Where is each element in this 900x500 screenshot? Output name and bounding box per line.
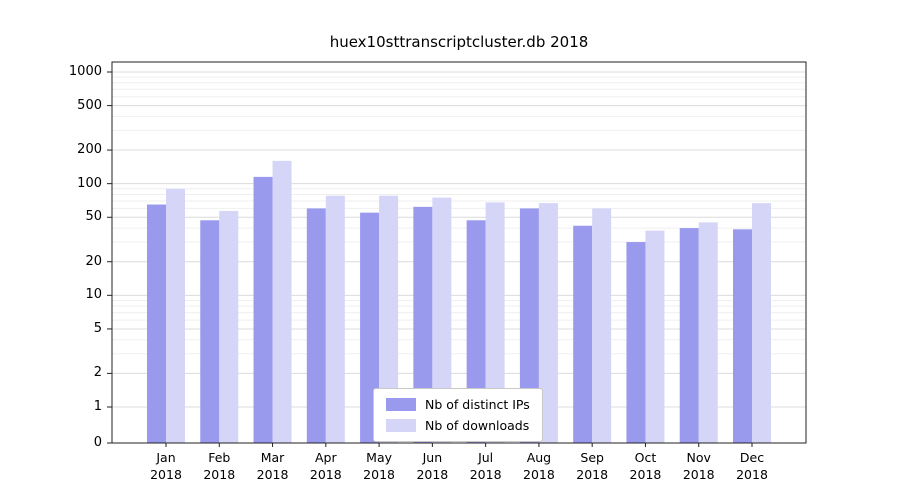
x-tick-year: 2018 — [309, 467, 342, 482]
bar-nb-of-downloads-sep — [592, 208, 612, 443]
y-tick-label: 2 — [93, 365, 102, 381]
bar-nb-of-distinct-ips-aug — [519, 208, 539, 443]
bar-nb-of-downloads-may — [379, 195, 399, 443]
x-tick-month: Aug — [526, 450, 552, 465]
x-tick-year: 2018 — [682, 467, 715, 482]
x-tick-year: 2018 — [523, 467, 555, 482]
x-tick-label: Sep 2018 — [560, 449, 624, 483]
x-tick-year: 2018 — [576, 467, 609, 482]
x-tick-year: 2018 — [469, 467, 502, 482]
bar-nb-of-distinct-ips-mar — [253, 176, 273, 443]
bar-nb-of-downloads-aug — [538, 203, 558, 443]
bar-nb-of-downloads-jul — [485, 202, 505, 443]
x-tick-year: 2018 — [150, 467, 182, 482]
x-tick-label: Jun 2018 — [400, 449, 464, 483]
x-tick-month: Sep — [580, 450, 604, 465]
chart-title: huex10sttranscriptcluster.db 2018 — [329, 33, 589, 51]
x-tick-year: 2018 — [363, 467, 395, 482]
x-tick-month: Jan — [156, 450, 176, 465]
legend-swatch-distinct-ips — [386, 398, 416, 411]
y-tick-label: 200 — [77, 142, 102, 158]
x-tick-label: Nov 2018 — [667, 449, 731, 483]
x-tick-month: Jun — [422, 450, 443, 465]
x-tick-month: Jul — [478, 450, 494, 465]
bar-nb-of-downloads-jun — [432, 197, 452, 443]
bar-nb-of-distinct-ips-apr — [306, 208, 326, 443]
y-tick-label: 20 — [85, 253, 102, 269]
x-tick-month: Oct — [634, 450, 657, 465]
bar-nb-of-distinct-ips-feb — [200, 220, 220, 443]
x-tick-month: Feb — [208, 450, 231, 465]
legend-item-downloads: Nb of downloads — [386, 418, 530, 433]
bar-nb-of-distinct-ips-jan — [147, 204, 166, 443]
x-tick-month: Apr — [315, 450, 337, 465]
y-tick-label: 0 — [93, 435, 102, 450]
bar-nb-of-distinct-ips-nov — [679, 228, 699, 443]
bar-nb-of-distinct-ips-jun — [413, 206, 433, 443]
x-tick-label: Oct 2018 — [613, 449, 677, 483]
x-tick-month: Dec — [739, 450, 765, 465]
bar-nb-of-downloads-nov — [698, 222, 718, 443]
x-tick-label: Jul 2018 — [454, 449, 518, 483]
plot-border — [111, 61, 807, 444]
bar-nb-of-downloads-mar — [272, 160, 292, 444]
bar-nb-of-downloads-jan — [166, 188, 185, 443]
y-tick-label: 50 — [85, 209, 102, 225]
x-tick-label: Dec 2018 — [720, 449, 784, 483]
bar-nb-of-downloads-apr — [325, 195, 345, 443]
x-tick-year: 2018 — [416, 467, 449, 482]
legend-label-downloads: Nb of downloads — [425, 418, 530, 433]
x-tick-month: May — [366, 450, 392, 465]
x-tick-label: May 2018 — [347, 449, 411, 483]
legend-item-distinct-ips: Nb of distinct IPs — [386, 397, 530, 412]
x-tick-month: Nov — [686, 450, 711, 465]
x-tick-year: 2018 — [736, 467, 768, 482]
x-tick-month: Mar — [260, 450, 285, 465]
bar-nb-of-distinct-ips-dec — [733, 229, 752, 443]
x-tick-year: 2018 — [629, 467, 662, 482]
bar-nb-of-distinct-ips-jul — [466, 220, 486, 443]
x-tick-label: Feb 2018 — [187, 449, 251, 483]
bar-nb-of-distinct-ips-sep — [573, 225, 593, 443]
bar-nb-of-downloads-oct — [645, 230, 665, 443]
x-tick-label: Apr 2018 — [294, 449, 358, 483]
bar-nb-of-distinct-ips-may — [360, 212, 380, 443]
bar-nb-of-downloads-dec — [752, 203, 771, 443]
legend-label-distinct-ips: Nb of distinct IPs — [425, 397, 530, 412]
y-tick-label: 500 — [77, 97, 102, 113]
x-tick-label: Mar 2018 — [241, 449, 305, 483]
legend: Nb of distinct IPs Nb of downloads — [373, 388, 543, 442]
y-tick-label: 1000 — [68, 63, 102, 79]
x-tick-label: Aug 2018 — [507, 449, 571, 483]
y-tick-label: 5 — [93, 320, 102, 336]
legend-swatch-downloads — [386, 419, 416, 432]
bar-nb-of-downloads-feb — [219, 210, 239, 443]
y-tick-label: 100 — [77, 175, 102, 191]
x-tick-year: 2018 — [203, 467, 236, 482]
y-tick-label: 10 — [85, 287, 102, 303]
bar-nb-of-distinct-ips-oct — [626, 242, 646, 443]
x-tick-label: Jan 2018 — [134, 449, 198, 483]
y-tick-label: 1 — [93, 399, 102, 414]
x-tick-year: 2018 — [256, 467, 289, 482]
